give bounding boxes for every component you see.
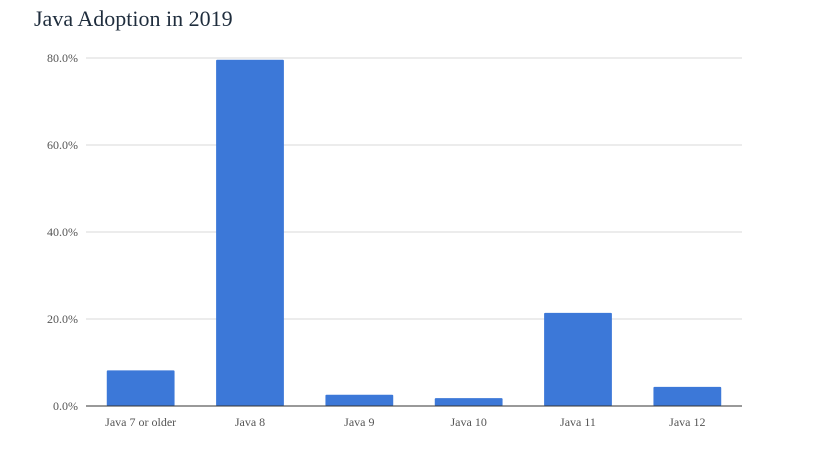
x-tick-label: Java 8 — [235, 415, 265, 429]
x-tick-label: Java 7 or older — [105, 415, 176, 429]
y-axis-tick-labels: 0.0% 20.0% 40.0% 60.0% 80.0% — [47, 51, 78, 413]
bar — [653, 386, 722, 406]
gridlines — [86, 57, 742, 320]
x-tick-label: Java 11 — [560, 415, 596, 429]
y-tick-label: 0.0% — [53, 399, 78, 413]
bar — [325, 394, 394, 406]
x-tick-label: Java 12 — [669, 415, 705, 429]
y-tick-label: 60.0% — [47, 138, 78, 152]
x-axis-category-labels: Java 7 or older Java 8 Java 9 Java 10 Java 1… — [105, 415, 705, 429]
bar — [434, 398, 503, 406]
y-tick-label: 40.0% — [47, 225, 78, 239]
bars — [106, 59, 722, 407]
y-tick-label: 20.0% — [47, 312, 78, 326]
y-tick-label: 80.0% — [47, 51, 78, 65]
bar — [216, 59, 284, 407]
x-tick-label: Java 9 — [344, 415, 374, 429]
bar — [106, 370, 175, 406]
x-tick-label: Java 10 — [451, 415, 487, 429]
bar — [544, 312, 612, 406]
chart-title: Java Adoption in 2019 — [34, 6, 233, 31]
